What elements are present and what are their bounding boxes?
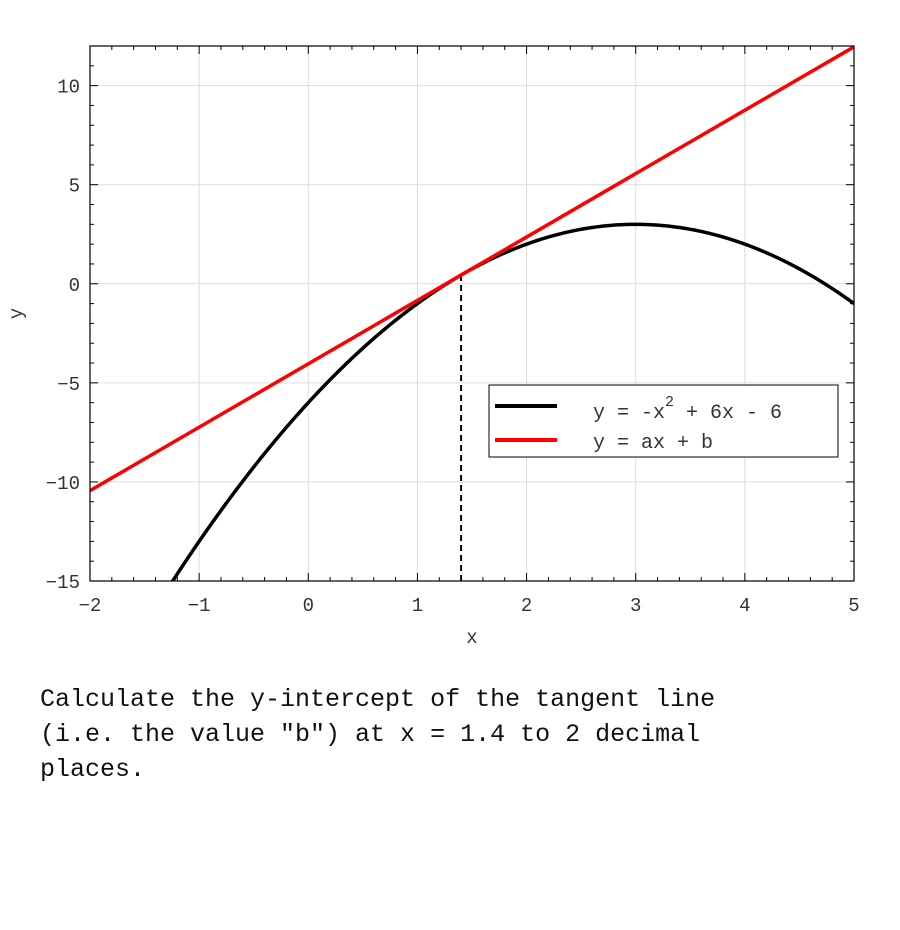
series-tangent-line <box>90 46 854 493</box>
y-tick-label: −10 <box>46 473 80 495</box>
y-tick-label: −5 <box>57 374 80 396</box>
y-axis-label: y <box>6 308 28 319</box>
x-tick-label: 5 <box>848 595 859 617</box>
x-tick-label: 3 <box>630 595 641 617</box>
legend: y = -x2 + 6x - 6 y = ax + b <box>488 384 839 458</box>
plot-area <box>90 46 854 581</box>
x-tick-label: −2 <box>79 595 102 617</box>
question-text: Calculate the y-intercept of the tangent… <box>40 685 716 784</box>
x-tick-label: 2 <box>521 595 532 617</box>
x-axis-label: x <box>466 627 477 649</box>
y-tick-label: 5 <box>69 176 80 198</box>
x-tick-label: 1 <box>412 595 423 617</box>
x-tick-label: 0 <box>303 595 314 617</box>
y-tick-label: −15 <box>46 572 80 594</box>
legend-box <box>488 384 839 458</box>
legend-label-curve: y = -x2 + 6x - 6 <box>593 394 782 425</box>
x-tick-label: −1 <box>188 595 211 617</box>
legend-label-line: y = ax + b <box>593 432 713 455</box>
y-tick-label: 10 <box>57 77 80 99</box>
x-tick-label: 4 <box>739 595 750 617</box>
y-tick-label: 0 <box>69 275 80 297</box>
plot-frame <box>89 45 855 582</box>
